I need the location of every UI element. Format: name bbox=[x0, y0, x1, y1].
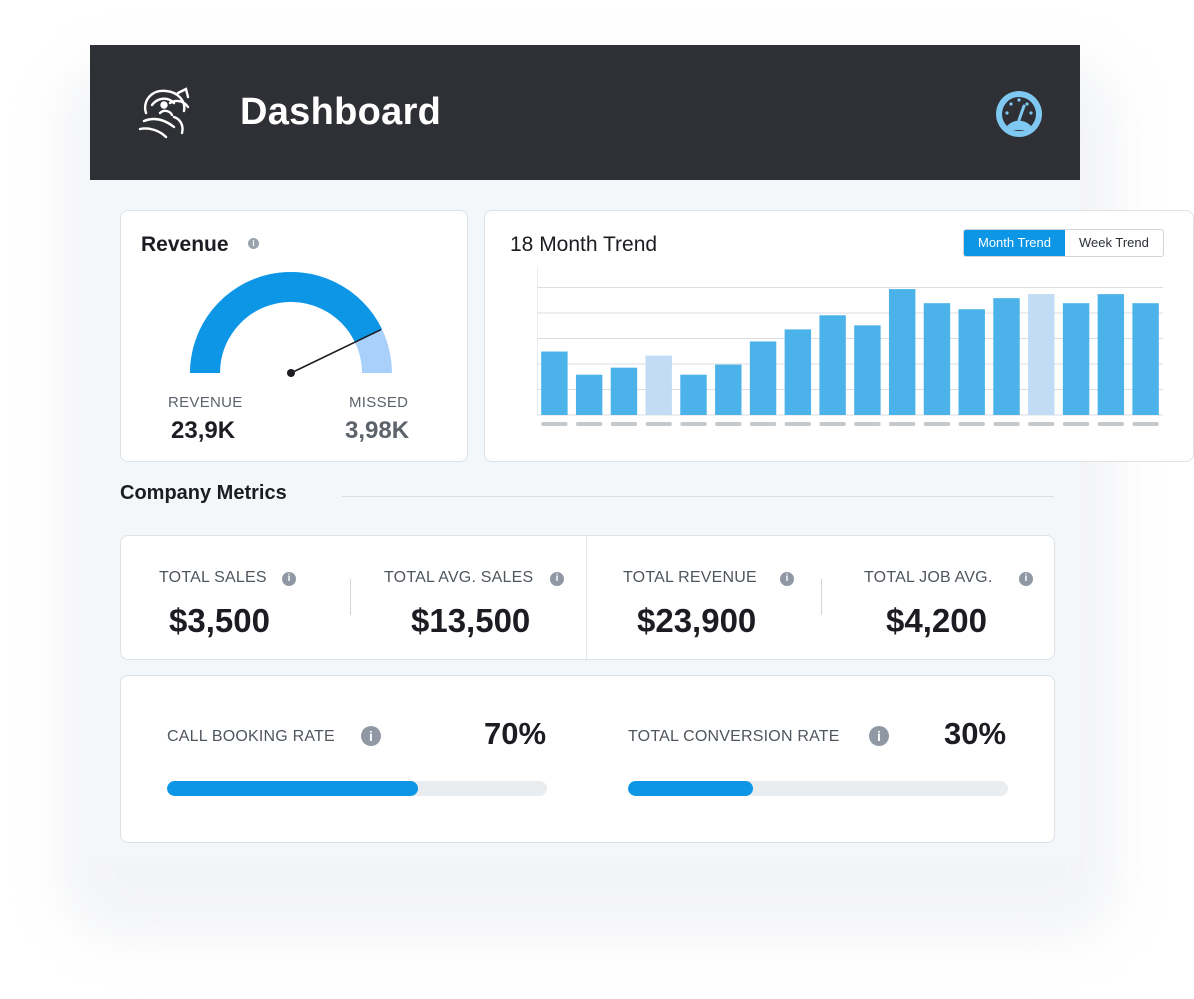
rates-card: CALL BOOKING RATE i 70% TOTAL CONVERSION… bbox=[120, 675, 1055, 843]
speedometer-icon[interactable] bbox=[994, 89, 1044, 139]
chart-x-tick-placeholder bbox=[958, 422, 985, 426]
chart-bar bbox=[645, 355, 672, 415]
chart-bar bbox=[923, 303, 951, 415]
metric-value: $23,900 bbox=[637, 602, 757, 639]
chart-bar bbox=[1028, 294, 1055, 415]
metric-label: TOTAL AVG. SALES bbox=[384, 569, 534, 586]
chart-x-tick-placeholder bbox=[784, 422, 812, 426]
trend-card: 18 Month Trend Month Trend Week Trend bbox=[484, 210, 1194, 462]
call-booking-progress-bar bbox=[167, 781, 547, 796]
chart-x-tick-placeholder bbox=[1062, 422, 1090, 426]
trend-toggle: Month Trend Week Trend bbox=[963, 229, 1164, 257]
chart-x-tick-placeholder bbox=[680, 422, 707, 426]
info-icon[interactable]: i bbox=[248, 238, 259, 249]
gauge-revenue-arc bbox=[190, 272, 382, 374]
chart-bar bbox=[819, 315, 846, 415]
chart-x-tick-placeholder bbox=[610, 422, 638, 426]
chart-x-tick-placeholder bbox=[854, 422, 881, 426]
chart-bar bbox=[575, 374, 603, 415]
metric-divider bbox=[821, 579, 822, 615]
chart-bar bbox=[784, 329, 812, 415]
metric-value: $3,500 bbox=[169, 602, 270, 639]
missed-stat-label: MISSED bbox=[349, 394, 409, 411]
total-conversion-progress-bar bbox=[628, 781, 1008, 796]
chart-x-tick-placeholder bbox=[541, 422, 568, 426]
metric-value: $13,500 bbox=[411, 602, 531, 639]
chart-x-tick-placeholder bbox=[1097, 422, 1125, 426]
dashboard-window: Dashboard Revenue i REVENUE 23,9K MISSED… bbox=[90, 45, 1194, 863]
gauge-needle bbox=[290, 328, 382, 374]
info-icon[interactable]: i bbox=[780, 572, 794, 586]
info-icon[interactable]: i bbox=[282, 572, 296, 586]
info-icon[interactable]: i bbox=[1019, 572, 1033, 586]
total-conversion-rate-label: TOTAL CONVERSION RATE bbox=[628, 728, 840, 745]
company-metrics-card: TOTAL SALES i $3,500 TOTAL AVG. SALES i … bbox=[120, 535, 1055, 661]
metric-label: TOTAL REVENUE bbox=[623, 569, 757, 586]
metric-divider bbox=[350, 579, 351, 615]
chart-bar bbox=[610, 367, 638, 415]
chart-x-tick-placeholder bbox=[1132, 422, 1159, 426]
metric-total-sales: TOTAL SALES i $3,500 bbox=[121, 536, 361, 661]
mascot-logo-icon bbox=[138, 87, 190, 139]
chart-x-tick-placeholder bbox=[645, 422, 672, 426]
revenue-card: Revenue i REVENUE 23,9K MISSED 3,98K bbox=[120, 210, 468, 462]
company-metrics-title: Company Metrics bbox=[120, 482, 287, 504]
metric-total-job-avg: TOTAL JOB AVG. i $4,200 bbox=[821, 536, 1054, 661]
chart-x-tick-placeholder bbox=[715, 422, 742, 426]
chart-x-tick-placeholder bbox=[888, 422, 916, 426]
chart-x-tick-placeholder bbox=[993, 422, 1020, 426]
chart-bar bbox=[749, 341, 777, 415]
total-conversion-progress-fill bbox=[628, 781, 754, 796]
revenue-stat-value: 23,9K bbox=[171, 417, 236, 444]
chart-bar bbox=[1097, 294, 1125, 415]
chart-bar bbox=[958, 309, 985, 415]
app-title: Dashboard bbox=[240, 91, 442, 133]
chart-bar bbox=[715, 364, 742, 415]
missed-stat-value: 3,98K bbox=[345, 417, 410, 444]
chart-bar bbox=[541, 351, 568, 415]
chart-bar bbox=[993, 298, 1020, 415]
info-icon[interactable]: i bbox=[361, 726, 381, 746]
chart-bar bbox=[1132, 303, 1159, 415]
chart-x-tick-placeholder bbox=[1028, 422, 1055, 426]
call-booking-rate-label: CALL BOOKING RATE bbox=[167, 728, 335, 745]
chart-x-tick-placeholder bbox=[749, 422, 777, 426]
metric-total-avg-sales: TOTAL AVG. SALES i $13,500 bbox=[361, 536, 586, 661]
chart-bar bbox=[888, 289, 916, 415]
revenue-gauge bbox=[190, 272, 392, 377]
trend-card-title: 18 Month Trend bbox=[510, 233, 658, 256]
info-icon[interactable]: i bbox=[869, 726, 889, 746]
gauge-needle-pivot bbox=[287, 369, 295, 377]
call-booking-progress-fill bbox=[167, 781, 418, 796]
info-icon[interactable]: i bbox=[550, 572, 564, 586]
tab-week-trend[interactable]: Week Trend bbox=[1079, 235, 1149, 250]
trend-bar-chart bbox=[537, 267, 1163, 426]
total-conversion-rate-value: 30% bbox=[944, 716, 1007, 751]
chart-x-tick-placeholder bbox=[819, 422, 846, 426]
section-divider bbox=[342, 496, 1054, 497]
metric-value: $4,200 bbox=[886, 602, 987, 639]
chart-bar bbox=[1062, 303, 1090, 415]
tab-month-trend[interactable]: Month Trend bbox=[964, 230, 1065, 256]
chart-bar bbox=[854, 325, 881, 415]
chart-x-tick-placeholder bbox=[575, 422, 603, 426]
metric-total-revenue: TOTAL REVENUE i $23,900 bbox=[587, 536, 817, 661]
chart-x-tick-placeholder bbox=[923, 422, 951, 426]
chart-bar bbox=[680, 374, 707, 415]
metric-group-divider bbox=[586, 536, 587, 661]
metric-label: TOTAL SALES bbox=[159, 569, 267, 586]
revenue-stat-label: REVENUE bbox=[168, 394, 243, 411]
metric-label: TOTAL JOB AVG. bbox=[864, 569, 993, 586]
header-bar: Dashboard bbox=[90, 45, 1080, 180]
call-booking-rate-value: 70% bbox=[484, 716, 547, 751]
revenue-card-title: Revenue bbox=[141, 233, 229, 256]
